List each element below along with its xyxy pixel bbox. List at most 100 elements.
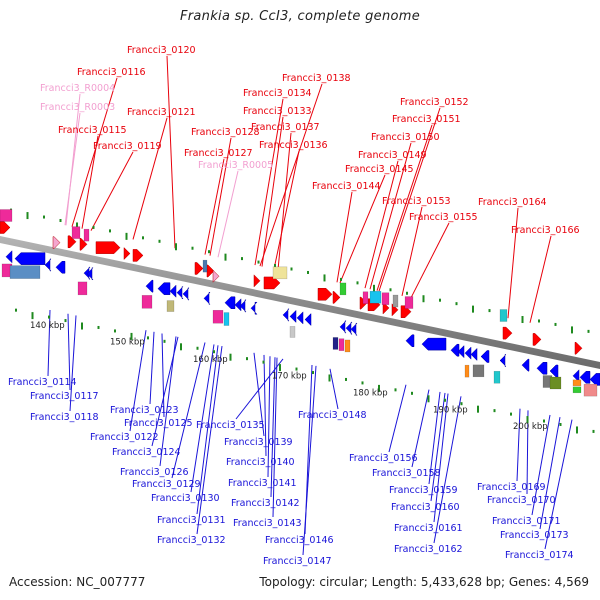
scale-label: 170 kbp (272, 372, 307, 382)
tick-mark (15, 308, 17, 312)
genome-summary-text: Topology: circular; Length: 5,433,628 bp… (259, 575, 589, 589)
reverse-gene (521, 358, 530, 372)
feature-box (404, 296, 414, 309)
gene-label-reverse: Francci3_0148 (298, 410, 367, 421)
forward-gene (263, 276, 281, 290)
tick-mark (31, 312, 34, 320)
gene-label-reverse: Francci3_0174 (505, 550, 574, 561)
tick-mark (378, 384, 380, 392)
tick-mark (48, 315, 50, 319)
tick-mark (180, 343, 182, 351)
forward-gene (400, 305, 412, 318)
tick-mark (361, 381, 364, 385)
tick-mark (493, 409, 496, 413)
gene-label-reverse: Francci3_0173 (500, 530, 569, 541)
scale-label: 160 kbp (193, 355, 228, 365)
leader-line (529, 235, 552, 323)
gene-label-forward: Francci3_0115 (58, 125, 127, 136)
leader-line (71, 77, 118, 227)
tick-mark (340, 277, 342, 281)
gene-label-reverse: Francci3_0123 (110, 405, 179, 416)
forward-gene (382, 301, 390, 315)
scale-label: 200 kbp (513, 422, 548, 432)
scale-label: 150 kbp (110, 338, 145, 348)
scale-label: 140 kbp (30, 321, 65, 331)
reverse-gene (234, 298, 242, 312)
forward-gene (253, 274, 261, 288)
reverse-gene (589, 373, 600, 386)
tick-mark (191, 246, 194, 250)
gene-label-forward: Francci3_R0003 (40, 102, 115, 113)
tick-mark (114, 329, 116, 333)
gene-label-reverse: Francci3_0124 (112, 447, 181, 458)
forward-gene (532, 333, 542, 346)
tick-mark (345, 377, 347, 381)
tick-mark (208, 250, 210, 254)
gene-label-forward: Francci3_0152 (400, 97, 469, 108)
tick-mark (587, 329, 590, 333)
feature-box (464, 364, 470, 378)
forward-gene (132, 249, 144, 262)
forward-gene (332, 291, 341, 304)
reverse-gene (239, 299, 247, 313)
leader-line (369, 142, 412, 290)
leader-line (428, 391, 441, 485)
leader-line (261, 116, 284, 267)
reverse-gene (296, 311, 304, 325)
reverse-gene (169, 284, 177, 298)
reverse-gene (224, 296, 236, 309)
gene-label-reverse: Francci3_0141 (228, 478, 297, 489)
tick-mark (422, 295, 425, 303)
tick-mark (229, 353, 232, 361)
tick-mark (64, 319, 67, 323)
gene-label-reverse: Francci3_0160 (391, 502, 460, 513)
leader-line (190, 344, 215, 493)
gene-label-forward: Francci3_0166 (511, 225, 580, 236)
reverse-gene (5, 250, 13, 264)
gene-label-reverse: Francci3_0126 (120, 467, 189, 478)
feature-box (9, 265, 41, 279)
leader-line (364, 160, 399, 289)
reverse-gene (182, 287, 190, 301)
leader-line (204, 158, 225, 255)
leader-line (129, 330, 147, 432)
tick-mark (328, 374, 331, 382)
feature-box (202, 259, 208, 273)
gene-label-reverse: Francci3_0161 (394, 523, 463, 534)
leader-line (302, 365, 317, 556)
scale-label: 180 kbp (353, 389, 388, 399)
tick-mark (224, 253, 227, 261)
feature-box (549, 376, 562, 390)
leader-line (378, 107, 441, 292)
tick-mark (312, 371, 314, 375)
leader-line (539, 417, 561, 530)
feature-box (493, 370, 501, 384)
forward-gene (79, 238, 88, 251)
leader-line (430, 392, 446, 502)
leader-line (171, 342, 206, 479)
gene-label-forward: Francci3_0153 (382, 196, 451, 207)
tick-mark (427, 395, 430, 403)
gene-label-reverse: Francci3_0170 (487, 495, 556, 506)
leader-line (196, 345, 219, 515)
forward-gene (317, 288, 333, 301)
gene-label-forward: Francci3_0145 (345, 164, 414, 175)
leader-line (263, 354, 267, 457)
reverse-gene (203, 292, 211, 305)
reverse-gene (289, 309, 297, 324)
tick-mark (196, 346, 199, 350)
tick-mark (76, 222, 78, 230)
tick-mark (554, 322, 557, 326)
tick-mark (477, 405, 479, 413)
tick-mark (213, 350, 215, 354)
leader-line (388, 384, 407, 453)
forward-gene (502, 326, 513, 340)
gene-label-reverse: Francci3_0130 (151, 493, 220, 504)
tick-mark (472, 305, 474, 313)
gene-label-reverse: Francci3_0125 (124, 418, 193, 429)
gene-label-reverse: Francci3_0129 (132, 479, 201, 490)
leader-line (433, 396, 462, 544)
tick-mark (130, 332, 133, 340)
tick-mark (246, 357, 248, 361)
